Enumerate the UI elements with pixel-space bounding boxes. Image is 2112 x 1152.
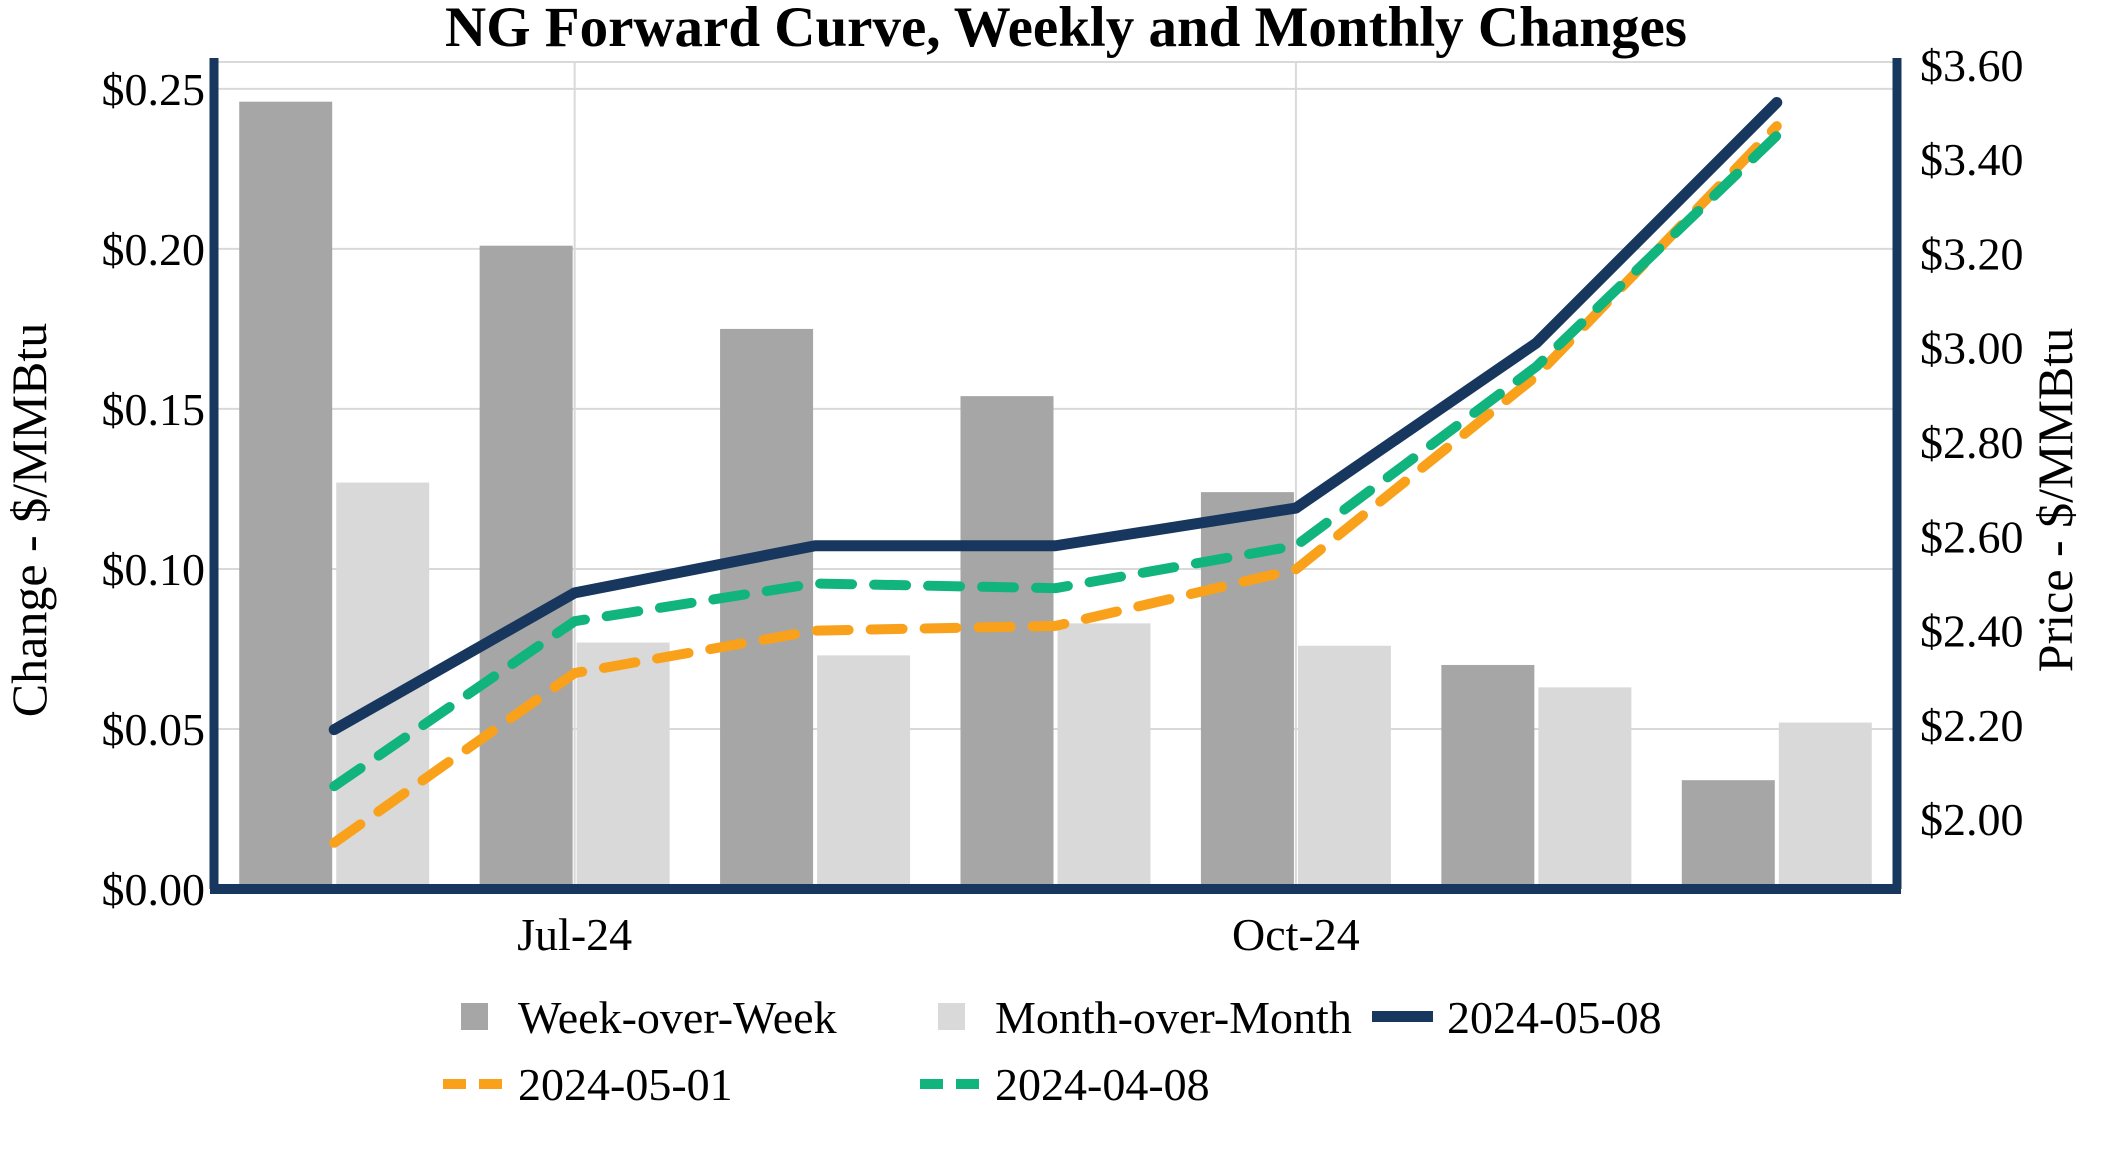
- right-axis-title: Price - $/MMBtu: [2027, 328, 2083, 672]
- bar-week-over-week: [1681, 780, 1775, 889]
- legend-item-Week-over-Week: Week-over-Week: [461, 992, 837, 1043]
- price-lines: [328, 97, 1783, 848]
- left-axis-tick-label: $0.15: [102, 384, 206, 435]
- legend-swatch-square: [461, 1003, 488, 1030]
- left-axis-tick-label: $0.10: [102, 544, 206, 595]
- axis-lines: [209, 58, 1902, 894]
- left-axis-tick-labels: $0.00 $0.05 $0.10 $0.15 $0.20 $0.25: [102, 64, 206, 915]
- legend-item-2024-05-08: 2024-05-08: [1372, 992, 1662, 1043]
- bar-month-over-month: [1057, 623, 1151, 889]
- x-axis-tick-label: Jul-24: [517, 909, 632, 960]
- legend-item-2024-05-01: 2024-05-01: [443, 1059, 733, 1110]
- bar-month-over-month: [1538, 687, 1632, 889]
- legend-swatch-dash: [479, 1079, 502, 1089]
- bars-week-over-week: [239, 101, 1775, 890]
- right-axis-tick-label: $2.80: [1920, 417, 2024, 468]
- legend-item-Month-over-Month: Month-over-Month: [938, 992, 1352, 1043]
- line-2024-05-01: [329, 121, 1782, 848]
- legend-swatch-square: [938, 1003, 965, 1030]
- legend-swatch-dash: [920, 1079, 943, 1089]
- legend-label: 2024-04-08: [995, 1059, 1210, 1110]
- line-2024-04-08: [329, 130, 1782, 792]
- legend-label: 2024-05-08: [1447, 992, 1662, 1043]
- vertical-gridlines: [573, 62, 1297, 889]
- right-axis-tick-label: $3.00: [1920, 323, 2024, 374]
- chart-title: NG Forward Curve, Weekly and Monthly Cha…: [445, 0, 1687, 59]
- legend-item-2024-04-08: 2024-04-08: [920, 1059, 1210, 1110]
- left-axis-title: Change - $/MMBtu: [1, 323, 57, 717]
- bar-month-over-month: [1778, 722, 1872, 889]
- bar-week-over-week: [479, 245, 573, 889]
- bar-month-over-month: [817, 655, 911, 889]
- legend-label: Month-over-Month: [995, 992, 1352, 1043]
- bar-week-over-week: [239, 101, 333, 889]
- bars-month-over-month: [336, 482, 1872, 889]
- right-axis-tick-label: $3.60: [1920, 40, 2024, 91]
- right-axis-tick-label: $2.40: [1920, 606, 2024, 657]
- left-axis-tick-label: $0.20: [102, 224, 206, 275]
- bar-week-over-week: [720, 328, 814, 890]
- right-axis-tick-label: $2.60: [1920, 511, 2024, 562]
- bar-week-over-week: [960, 396, 1054, 889]
- right-axis-tick-label: $2.20: [1920, 700, 2024, 751]
- bar-week-over-week: [1441, 664, 1535, 889]
- line-2024-05-08: [328, 97, 1783, 736]
- right-axis-tick-labels: $2.00 $2.20 $2.40 $2.60 $2.80 $3.00 $3.20 $3.40…: [1920, 40, 2024, 845]
- x-axis-tick-labels: Jul-24 Oct-24: [517, 909, 1360, 960]
- left-axis-tick-label: $0.00: [102, 864, 206, 915]
- left-axis-tick-label: $0.25: [102, 64, 206, 115]
- right-axis-tick-label: $3.40: [1920, 134, 2024, 185]
- left-axis-tick-label: $0.05: [102, 704, 206, 755]
- x-axis-tick-label: Oct-24: [1232, 909, 1360, 960]
- bar-month-over-month: [1297, 645, 1391, 889]
- right-axis-tick-label: $2.00: [1920, 794, 2024, 845]
- legend: Week-over-Week Month-over-Month 2024-05-08…: [443, 992, 1662, 1110]
- legend-label: Week-over-Week: [518, 992, 837, 1043]
- bar-month-over-month: [576, 642, 670, 889]
- legend-swatch-dash: [956, 1079, 979, 1089]
- legend-swatch-line: [1372, 1011, 1433, 1022]
- legend-swatch-dash: [443, 1079, 466, 1089]
- right-axis-tick-label: $3.20: [1920, 228, 2024, 279]
- legend-label: 2024-05-01: [518, 1059, 733, 1110]
